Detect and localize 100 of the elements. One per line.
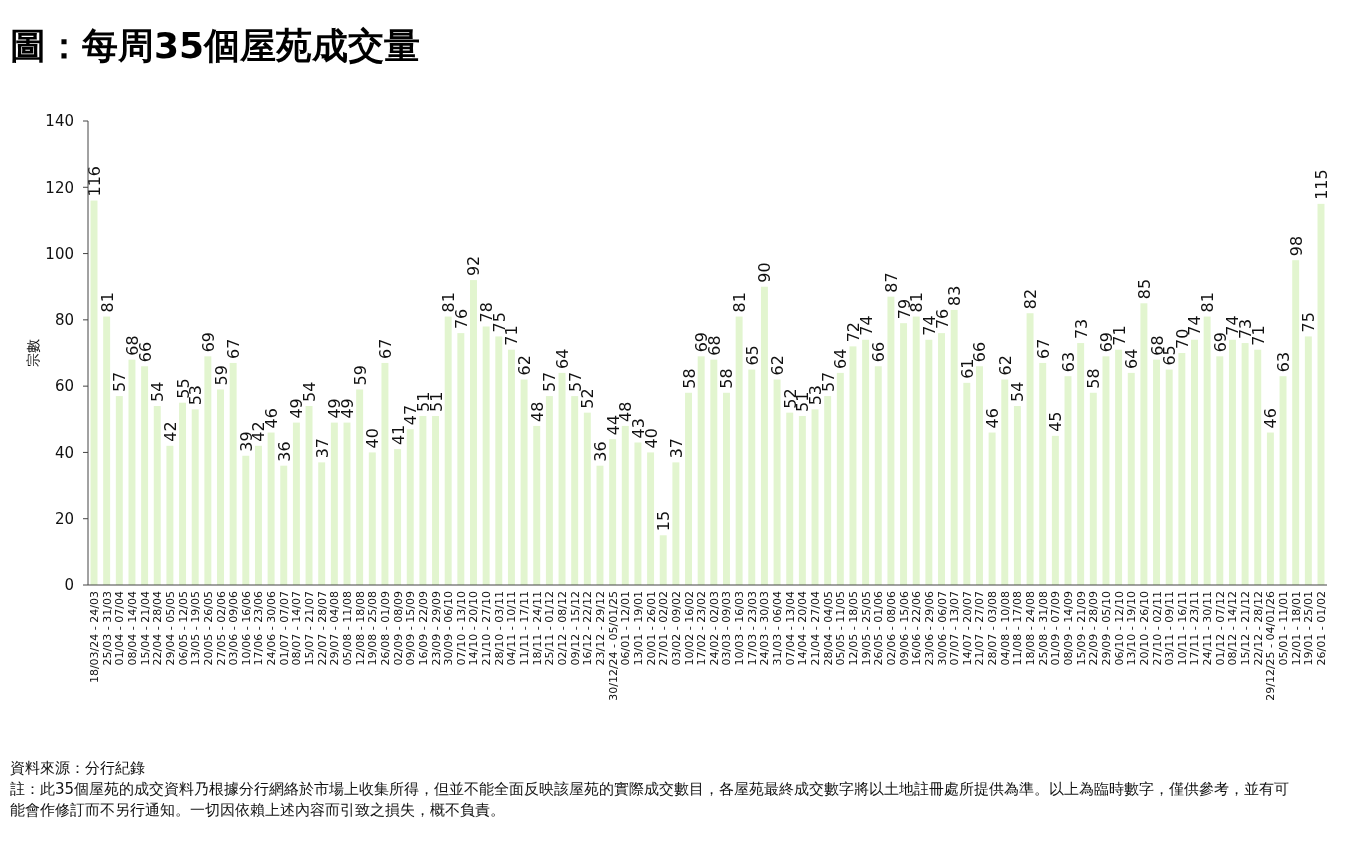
x-tick-label: 06/10 - 12/10 <box>1112 591 1126 666</box>
x-tick-label: 22/09 - 28/09 <box>1087 591 1101 666</box>
data-label: 81 <box>1198 292 1218 313</box>
x-tick-label: 13/05 - 19/05 <box>189 591 203 666</box>
bar <box>925 339 933 585</box>
x-tick-label: 20/05 - 26/05 <box>201 591 215 666</box>
x-tick-label: 03/06 - 09/06 <box>227 591 241 666</box>
x-tick-label: 13/01 - 19/01 <box>631 591 645 666</box>
y-tick-label: 0 <box>64 576 74 595</box>
bar <box>748 369 756 585</box>
bar <box>1266 432 1274 585</box>
bar <box>647 452 655 585</box>
x-tick-label: 26/01 - 01/02 <box>1314 591 1328 666</box>
data-label: 62 <box>515 355 535 376</box>
x-tick-label: 19/01 - 25/01 <box>1302 591 1316 666</box>
data-label: 64 <box>553 348 573 369</box>
data-label: 37 <box>312 438 332 459</box>
bar <box>760 286 768 585</box>
x-tick-label: 14/07 - 20/07 <box>960 591 974 666</box>
bar <box>558 372 566 585</box>
y-tick-label: 80 <box>54 311 74 330</box>
x-tick-label: 24/06 - 30/06 <box>265 591 279 666</box>
bar <box>292 422 300 585</box>
x-tick-label: 03/02 - 09/02 <box>669 591 683 666</box>
x-tick-label: 25/08 - 31/08 <box>1036 591 1050 666</box>
x-tick-label: 25/11 - 01/12 <box>543 591 557 666</box>
data-label: 48 <box>527 401 547 422</box>
bar <box>1203 316 1211 585</box>
data-label: 59 <box>350 365 370 386</box>
bar <box>1178 353 1186 585</box>
x-tick-label: 08/12 - 14/12 <box>1226 591 1240 666</box>
x-tick-label: 24/03 - 30/03 <box>758 591 772 666</box>
bar <box>545 396 553 585</box>
bar <box>242 455 250 585</box>
x-tick-label: 19/08 - 25/08 <box>366 591 380 666</box>
bar <box>963 382 971 585</box>
text: 註：此35個屋苑的成交資料乃根據分行網絡於市場上收集所得，但並不能全面反映該屋苑的實際成交數目，各屋苑最終成交數字將以土地註冊處所提供為準。以上為臨時數字，僅供參考，並有可能會作修訂而不另行通知。一切因依賴上述內容而引致之損失，概不負責。 <box>10 780 1290 819</box>
x-tick-label: 21/07 - 27/07 <box>973 591 987 666</box>
x-tick-label: 12/08 - 18/08 <box>353 591 367 666</box>
bar <box>975 366 983 585</box>
y-tick-label: 20 <box>54 509 74 528</box>
bar <box>1026 313 1034 585</box>
x-tick-label: 09/06 - 15/06 <box>897 591 911 666</box>
x-tick-label: 02/06 - 08/06 <box>884 591 898 666</box>
bar <box>887 296 895 585</box>
bar <box>1051 435 1059 585</box>
x-tick-label: 10/03 - 16/03 <box>733 591 747 666</box>
x-tick-label: 09/12 - 15/12 <box>568 591 582 666</box>
x-tick-label: 01/04 - 07/04 <box>113 591 127 666</box>
bar <box>1013 406 1021 585</box>
data-label: 15 <box>654 510 674 532</box>
x-tick-label: 12/01 - 18/01 <box>1289 591 1303 666</box>
bar <box>179 402 187 585</box>
data-label: 67 <box>224 338 244 359</box>
bar <box>621 425 629 585</box>
data-label: 62 <box>995 355 1015 376</box>
data-label: 82 <box>1021 288 1041 310</box>
y-tick-label: 140 <box>45 112 74 131</box>
y-tick-label: 100 <box>45 244 74 263</box>
bar <box>672 462 680 585</box>
x-tick-label: 29/04 - 05/05 <box>163 591 177 666</box>
y-axis-title: 宗數 <box>25 339 41 367</box>
bar <box>103 316 111 585</box>
x-tick-label: 11/11 - 17/11 <box>518 591 532 666</box>
bar <box>153 406 161 585</box>
bar <box>583 412 591 585</box>
x-tick-label: 28/10 - 03/11 <box>492 591 506 666</box>
bar <box>1089 392 1097 585</box>
bar <box>571 396 579 585</box>
data-label: 92 <box>464 255 484 277</box>
bar <box>1304 336 1312 585</box>
bar <box>1115 349 1123 585</box>
data-label: 36 <box>274 441 294 462</box>
data-label: 98 <box>1286 235 1306 257</box>
data-label: 46 <box>1261 408 1281 429</box>
data-label: 64 <box>831 348 851 369</box>
x-tick-label: 05/05 - 11/05 <box>834 591 848 666</box>
data-label: 59 <box>211 365 231 386</box>
data-label: 40 <box>363 428 383 449</box>
bar <box>1140 303 1148 585</box>
x-tick-label: 30/09 - 06/10 <box>442 591 456 666</box>
data-label: 81 <box>97 292 117 313</box>
data-label: 115 <box>1311 169 1331 200</box>
bar <box>988 432 996 585</box>
data-label: 73 <box>1071 318 1091 340</box>
bar <box>457 333 465 585</box>
bar <box>950 309 958 585</box>
x-tick-label: 02/12 - 08/12 <box>556 591 570 666</box>
data-label: 57 <box>540 371 560 393</box>
bar <box>697 356 705 585</box>
bar <box>419 415 427 585</box>
data-label: 67 <box>1033 338 1053 359</box>
bar <box>356 389 364 585</box>
x-tick-label: 05/01 - 11/01 <box>1277 591 1291 666</box>
bar <box>1165 369 1173 585</box>
bar <box>723 392 730 585</box>
bar <box>912 316 920 585</box>
x-tick-label: 25/03 - 31/03 <box>100 591 114 666</box>
x-tick-label: 20/10 - 26/10 <box>1137 591 1151 666</box>
x-tick-label: 26/08 - 01/09 <box>378 591 392 666</box>
